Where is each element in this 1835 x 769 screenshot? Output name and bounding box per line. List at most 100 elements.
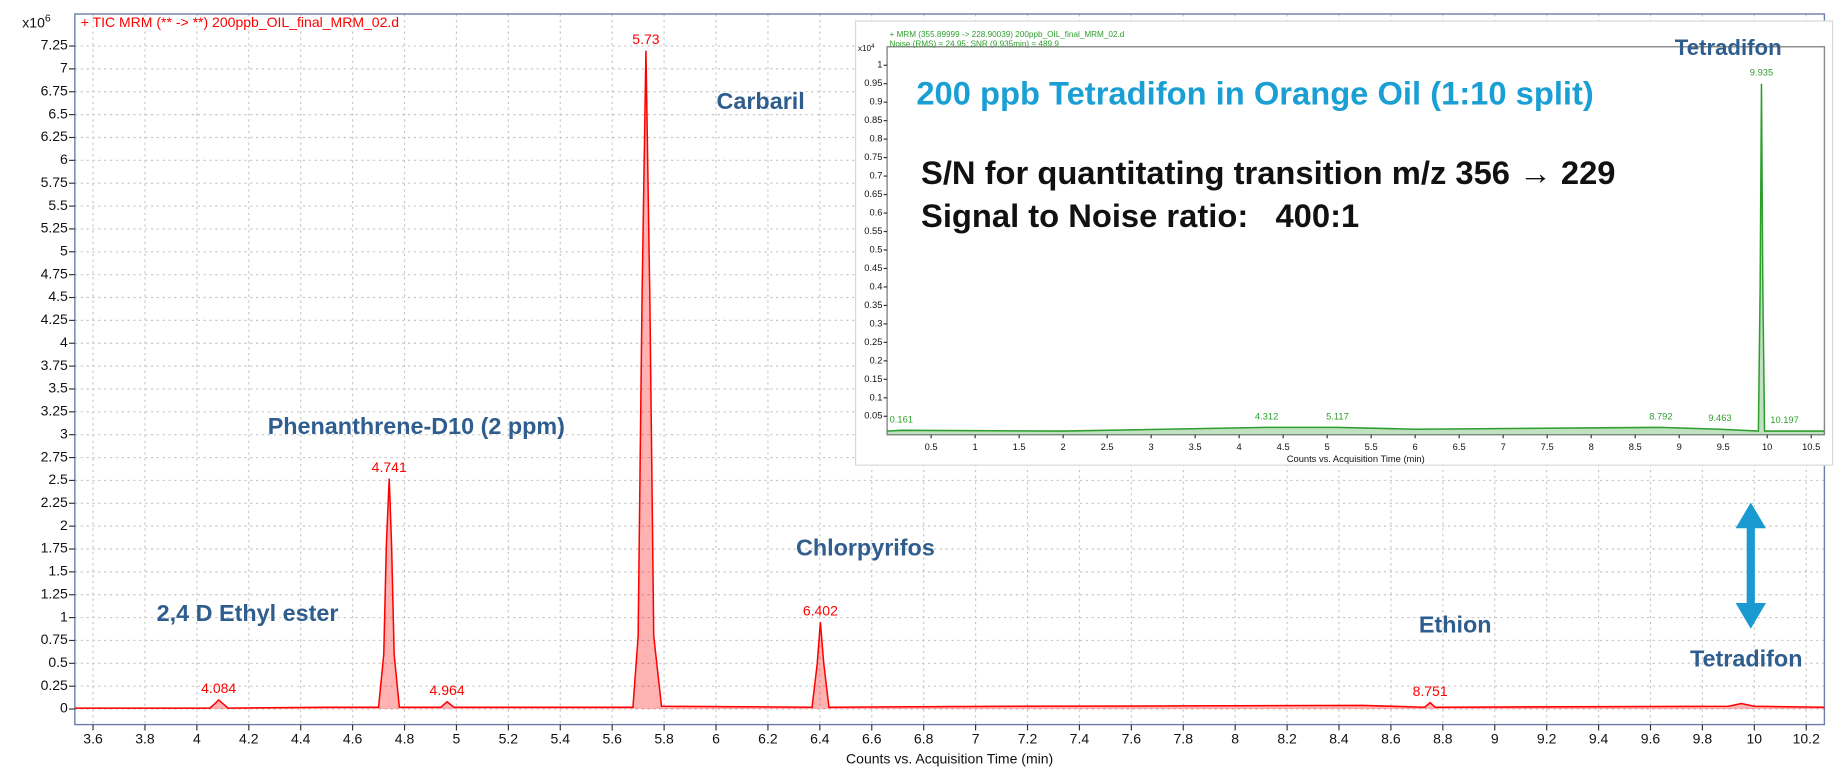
x-axis-label: Counts vs. Acquisition Time (min) [1287, 454, 1425, 464]
y-tick-label: 2.25 [41, 494, 68, 510]
peak-label: 5.73 [632, 31, 659, 47]
y-tick-label: 0.4 [869, 281, 882, 291]
y-tick-label: 1 [877, 60, 882, 70]
multiplier-exponent: 4 [871, 43, 875, 50]
chart-title: + TIC MRM (** -> **) 200ppb_OIL_final_MR… [81, 14, 399, 30]
x-tick-label: 3.6 [83, 730, 103, 746]
inset-panel [854, 20, 1834, 466]
x-tick-label: 6.5 [1453, 442, 1466, 452]
x-tick-label: 5.8 [654, 730, 674, 746]
y-tick-label: 0.9 [869, 97, 882, 107]
y-tick-label: 0.65 [864, 189, 882, 199]
annotation: 2,4 D Ethyl ester [157, 600, 339, 626]
annotation: Carbaril [716, 88, 804, 114]
y-tick-label: 0.3 [869, 318, 882, 328]
y-tick-label: 5.5 [48, 197, 68, 213]
y-tick-label: 2 [60, 517, 68, 533]
x-tick-label: 4.5 [1277, 442, 1290, 452]
annotation: Chlorpyrifos [796, 534, 935, 560]
x-tick-label: 9 [1491, 730, 1499, 746]
peak-label: 9.463 [1708, 413, 1731, 423]
x-tick-label: 5.6 [602, 730, 622, 746]
double-arrow [1735, 502, 1766, 629]
x-tick-label: 9.6 [1641, 730, 1661, 746]
peak-label: 4.741 [372, 459, 407, 475]
y-tick-label: 0.75 [41, 631, 68, 647]
trace-line [74, 50, 1825, 709]
x-tick-label: 5.2 [499, 730, 519, 746]
y-tick-label: 7.25 [41, 37, 68, 53]
x-tick-label: 6 [1413, 442, 1418, 452]
x-tick-label: 10.5 [1802, 442, 1820, 452]
y-tick-label: 4.25 [41, 311, 68, 327]
annotation: Tetradifon [1690, 645, 1802, 671]
x-tick-label: 8 [1231, 730, 1239, 746]
x-tick-label: 3.8 [135, 730, 155, 746]
y-tick-label: 5.75 [41, 174, 68, 190]
y-tick-label: 4.75 [41, 265, 68, 281]
x-tick-label: 7.6 [1122, 730, 1142, 746]
y-tick-label: 5 [60, 242, 68, 258]
annotation: Signal to Noise ratio: 400:1 [921, 197, 1359, 234]
x-tick-label: 4.6 [343, 730, 363, 746]
y-tick-label: 0.5 [48, 654, 68, 670]
peak-label: 6.402 [803, 602, 838, 618]
multiplier-base: x10 [22, 14, 45, 30]
annotation: 200 ppb Tetradifon in Orange Oil (1:10 s… [916, 74, 1594, 111]
chart-title: + MRM (355.89999 -> 228.90039) 200ppb_OI… [889, 30, 1124, 39]
annotation: Tetradifon [1675, 35, 1782, 60]
y-tick-label: 3.75 [41, 357, 68, 373]
y-tick-label: 5.25 [41, 220, 68, 236]
x-tick-label: 6.2 [758, 730, 778, 746]
x-tick-label: 7 [1501, 442, 1506, 452]
x-tick-label: 8.8 [1433, 730, 1453, 746]
y-tick-label: 0.95 [864, 78, 882, 88]
y-tick-label: 4.5 [48, 288, 68, 304]
y-tick-label: 2.75 [41, 448, 68, 464]
x-tick-label: 2.5 [1101, 442, 1114, 452]
y-tick-label: 1.75 [41, 540, 68, 556]
x-tick-label: 2 [1061, 442, 1066, 452]
x-tick-label: 1 [973, 442, 978, 452]
x-tick-label: 5 [453, 730, 461, 746]
y-tick-label: 0.05 [864, 411, 882, 421]
multiplier-base: x10 [858, 44, 872, 53]
peak-label: 0.161 [890, 414, 913, 424]
y-tick-label: 7 [60, 60, 68, 76]
multiplier-exponent: 6 [45, 12, 51, 24]
x-tick-label: 8.5 [1629, 442, 1642, 452]
x-tick-label: 3.5 [1189, 442, 1202, 452]
y-tick-label: 1.25 [41, 585, 68, 601]
x-tick-label: 10 [1747, 730, 1763, 746]
y-tick-label: 0.7 [869, 171, 882, 181]
x-tick-label: 5.5 [1365, 442, 1378, 452]
x-tick-label: 8.4 [1329, 730, 1349, 746]
y-tick-label: 3 [60, 425, 68, 441]
x-tick-label: 7.4 [1070, 730, 1090, 746]
y-tick-label: 6.5 [48, 105, 68, 121]
x-tick-label: 9 [1677, 442, 1682, 452]
y-tick-label: 0.6 [869, 208, 882, 218]
y-tick-label: 0.25 [41, 677, 68, 693]
x-tick-label: 3 [1149, 442, 1154, 452]
x-tick-label: 7.2 [1018, 730, 1038, 746]
x-tick-label: 6.8 [914, 730, 934, 746]
x-tick-label: 7.5 [1541, 442, 1554, 452]
peak-label: 10.197 [1770, 415, 1799, 425]
y-tick-label: 6.25 [41, 128, 68, 144]
annotation: S/N for quantitating transition m/z 356 … [921, 154, 1615, 191]
x-tick-label: 6.4 [810, 730, 830, 746]
inset-chart: 0.050.10.150.20.250.30.350.40.450.50.550… [858, 30, 1826, 464]
x-tick-label: 4 [1237, 442, 1242, 452]
x-tick-label: 6.6 [862, 730, 882, 746]
peak-label: 4.084 [201, 680, 236, 696]
x-tick-label: 5.4 [551, 730, 571, 746]
y-tick-label: 0.15 [864, 374, 882, 384]
peak-label: 8.792 [1649, 411, 1672, 421]
peak-label: 9.935 [1750, 68, 1773, 78]
y-tick-label: 6 [60, 151, 68, 167]
x-tick-label: 6 [712, 730, 720, 746]
y-tick-label: 0.85 [864, 115, 882, 125]
y-tick-label: 3.5 [48, 380, 68, 396]
y-tick-label: 0.35 [864, 300, 882, 310]
